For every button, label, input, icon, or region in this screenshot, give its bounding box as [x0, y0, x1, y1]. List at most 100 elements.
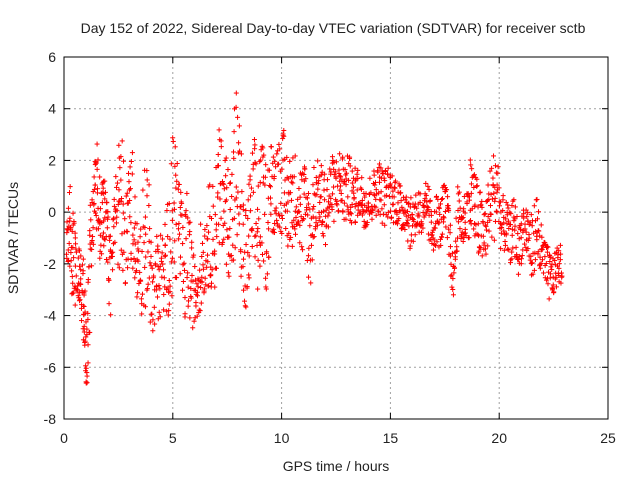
data-point	[296, 209, 302, 215]
data-point	[246, 181, 252, 187]
data-point	[65, 205, 71, 211]
data-point	[453, 215, 459, 221]
data-point	[72, 230, 78, 236]
data-point	[181, 260, 187, 266]
data-point	[168, 161, 174, 167]
data-point	[480, 233, 486, 239]
data-point	[208, 273, 214, 279]
data-point	[161, 275, 167, 281]
data-point	[144, 287, 150, 293]
data-point	[317, 214, 323, 220]
data-point	[127, 198, 133, 204]
data-point	[336, 167, 342, 173]
data-point	[498, 246, 504, 252]
data-point	[489, 196, 495, 202]
data-point	[81, 323, 87, 329]
data-point	[222, 157, 228, 163]
data-point	[145, 281, 151, 287]
data-point	[290, 180, 296, 186]
data-point	[439, 196, 445, 202]
data-point	[420, 225, 426, 231]
data-point	[272, 158, 278, 164]
data-point	[329, 204, 335, 210]
data-point	[266, 226, 272, 232]
data-point	[447, 222, 453, 228]
data-point	[459, 215, 465, 221]
data-point	[478, 202, 484, 208]
data-point	[322, 197, 328, 203]
plot-frame	[63, 56, 609, 420]
data-point	[441, 182, 447, 188]
data-point	[170, 135, 176, 141]
data-point	[438, 242, 444, 248]
data-point	[366, 205, 372, 211]
data-point	[104, 200, 110, 206]
data-point	[466, 235, 472, 241]
data-point	[114, 180, 120, 186]
data-point	[257, 234, 263, 240]
data-point	[455, 207, 461, 213]
data-point	[169, 217, 175, 223]
data-point	[410, 215, 416, 221]
data-point	[517, 226, 523, 232]
data-point	[179, 212, 185, 218]
data-point	[121, 249, 127, 255]
data-point	[348, 204, 354, 210]
data-point	[199, 279, 205, 285]
data-point	[263, 286, 269, 292]
data-point	[449, 284, 455, 290]
data-point	[227, 180, 233, 186]
data-point	[268, 184, 274, 190]
data-point	[95, 157, 101, 163]
data-point	[245, 197, 251, 203]
data-point	[341, 200, 347, 206]
data-point	[87, 232, 93, 238]
data-point	[279, 230, 285, 236]
data-point	[231, 155, 237, 161]
data-point	[285, 199, 291, 205]
data-point	[405, 208, 411, 214]
data-point	[454, 244, 460, 250]
data-point	[471, 172, 477, 178]
data-point	[161, 292, 167, 298]
data-point	[445, 205, 451, 211]
data-point	[214, 234, 220, 240]
data-point	[255, 183, 261, 189]
data-point	[306, 274, 312, 280]
data-point	[351, 190, 357, 196]
data-point	[185, 284, 191, 290]
data-point	[198, 300, 204, 306]
data-point	[186, 220, 192, 226]
data-point	[532, 250, 538, 256]
data-point	[486, 228, 492, 234]
data-point	[449, 272, 455, 278]
data-point	[162, 242, 168, 248]
data-point	[378, 165, 384, 171]
data-point	[305, 201, 311, 207]
data-point	[151, 304, 157, 310]
data-point	[77, 263, 83, 269]
data-point	[149, 311, 155, 317]
x-tick-label: 5	[169, 430, 177, 446]
data-point	[493, 208, 499, 214]
data-point	[389, 173, 395, 179]
data-point	[556, 248, 562, 254]
data-point	[361, 218, 367, 224]
data-point	[212, 284, 218, 290]
data-point	[159, 236, 165, 242]
data-point	[529, 223, 535, 229]
data-point	[474, 183, 480, 189]
data-point	[200, 266, 206, 272]
data-point	[297, 222, 303, 228]
data-point	[98, 242, 104, 248]
data-point	[494, 182, 500, 188]
data-point	[83, 379, 89, 385]
data-point	[449, 250, 455, 256]
data-point	[164, 208, 170, 214]
data-point	[416, 213, 422, 219]
data-point	[176, 236, 182, 242]
data-point	[202, 227, 208, 233]
data-point	[69, 228, 75, 234]
data-point	[83, 319, 89, 325]
